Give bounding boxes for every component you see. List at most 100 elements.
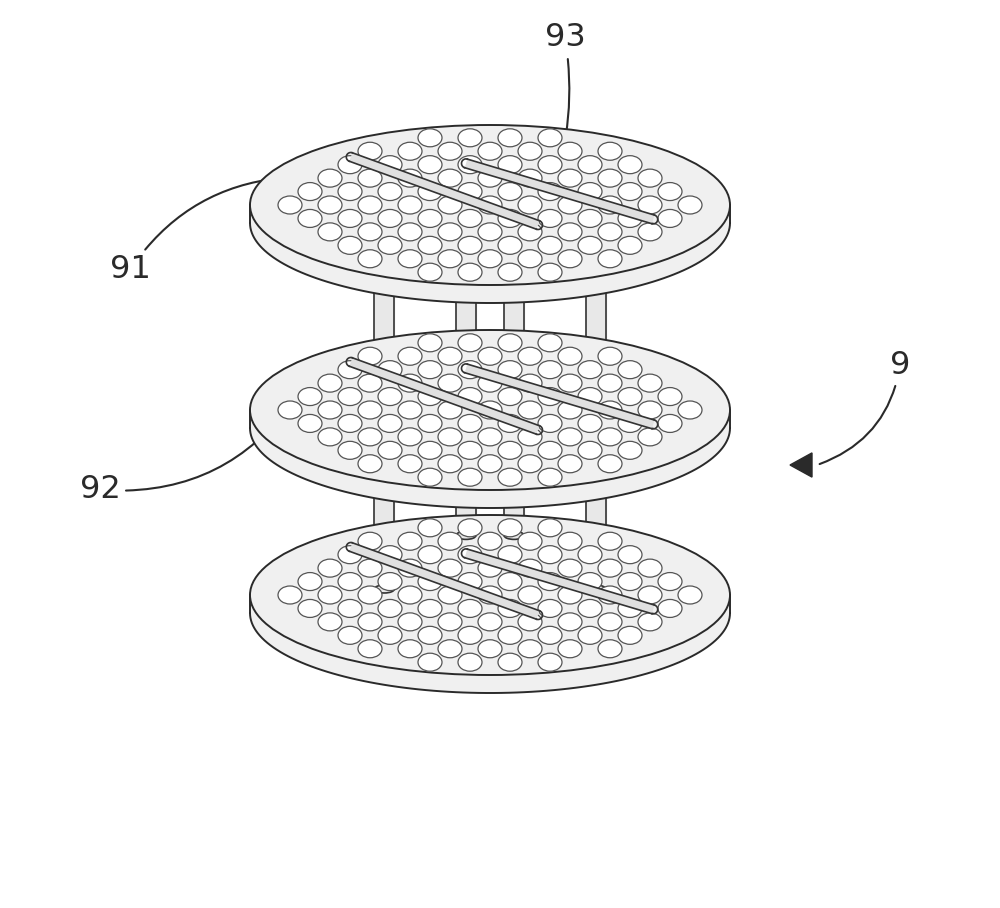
Ellipse shape xyxy=(638,374,662,392)
Polygon shape xyxy=(498,343,522,351)
Ellipse shape xyxy=(498,653,522,671)
Ellipse shape xyxy=(478,559,502,577)
Polygon shape xyxy=(478,464,502,473)
Polygon shape xyxy=(418,581,442,590)
Text: 93: 93 xyxy=(544,23,585,211)
Ellipse shape xyxy=(378,236,402,254)
Polygon shape xyxy=(578,423,602,432)
Ellipse shape xyxy=(358,428,382,446)
Polygon shape xyxy=(438,622,462,631)
Polygon shape xyxy=(338,397,362,406)
Ellipse shape xyxy=(498,334,522,351)
Polygon shape xyxy=(478,205,502,214)
Ellipse shape xyxy=(558,532,582,550)
Ellipse shape xyxy=(538,627,562,645)
Ellipse shape xyxy=(498,441,522,459)
Polygon shape xyxy=(598,437,622,446)
Ellipse shape xyxy=(458,414,482,432)
Polygon shape xyxy=(378,581,402,590)
Ellipse shape xyxy=(318,428,342,446)
Polygon shape xyxy=(465,159,654,223)
Polygon shape xyxy=(598,595,622,604)
Polygon shape xyxy=(498,555,522,564)
Ellipse shape xyxy=(456,346,476,354)
Polygon shape xyxy=(358,622,382,631)
Ellipse shape xyxy=(518,640,542,657)
Ellipse shape xyxy=(618,360,642,379)
Polygon shape xyxy=(558,152,582,160)
Ellipse shape xyxy=(358,169,382,187)
Polygon shape xyxy=(458,555,482,564)
Polygon shape xyxy=(349,543,540,619)
Polygon shape xyxy=(558,383,582,392)
Text: 91: 91 xyxy=(110,177,290,285)
Polygon shape xyxy=(558,595,582,604)
Polygon shape xyxy=(638,205,662,214)
Ellipse shape xyxy=(358,250,382,268)
Polygon shape xyxy=(298,397,322,406)
Ellipse shape xyxy=(586,585,606,593)
Ellipse shape xyxy=(618,627,642,645)
Polygon shape xyxy=(458,636,482,645)
Polygon shape xyxy=(598,622,622,631)
Ellipse shape xyxy=(518,143,542,160)
Ellipse shape xyxy=(318,586,342,604)
Ellipse shape xyxy=(378,155,402,173)
Polygon shape xyxy=(538,192,562,201)
Ellipse shape xyxy=(618,546,642,564)
Ellipse shape xyxy=(598,613,622,631)
Ellipse shape xyxy=(558,196,582,214)
Polygon shape xyxy=(578,219,602,227)
Ellipse shape xyxy=(478,250,502,268)
Ellipse shape xyxy=(538,263,562,281)
Polygon shape xyxy=(498,450,522,459)
Polygon shape xyxy=(358,232,382,241)
Polygon shape xyxy=(458,450,482,459)
Ellipse shape xyxy=(558,143,582,160)
Ellipse shape xyxy=(338,441,362,459)
Polygon shape xyxy=(398,410,422,419)
Polygon shape xyxy=(498,138,522,147)
Ellipse shape xyxy=(374,422,394,430)
Polygon shape xyxy=(438,437,462,446)
Ellipse shape xyxy=(518,532,542,550)
Polygon shape xyxy=(358,178,382,187)
Polygon shape xyxy=(318,595,342,604)
Polygon shape xyxy=(458,662,482,671)
Ellipse shape xyxy=(586,422,606,430)
Ellipse shape xyxy=(578,546,602,564)
Ellipse shape xyxy=(418,518,442,537)
Polygon shape xyxy=(378,164,402,173)
Ellipse shape xyxy=(338,155,362,173)
Ellipse shape xyxy=(498,129,522,147)
Polygon shape xyxy=(438,541,462,550)
Polygon shape xyxy=(478,595,502,604)
Polygon shape xyxy=(598,205,622,214)
Ellipse shape xyxy=(558,559,582,577)
Polygon shape xyxy=(278,410,302,419)
Ellipse shape xyxy=(318,222,342,241)
Ellipse shape xyxy=(478,347,502,365)
Polygon shape xyxy=(538,662,562,671)
Polygon shape xyxy=(338,370,362,379)
Polygon shape xyxy=(558,541,582,550)
Ellipse shape xyxy=(338,414,362,432)
Ellipse shape xyxy=(338,236,362,254)
Ellipse shape xyxy=(538,653,562,671)
Polygon shape xyxy=(658,608,682,617)
Ellipse shape xyxy=(538,129,562,147)
Ellipse shape xyxy=(418,360,442,379)
Ellipse shape xyxy=(298,573,322,590)
Polygon shape xyxy=(318,622,342,631)
Polygon shape xyxy=(558,205,582,214)
Ellipse shape xyxy=(298,183,322,201)
Ellipse shape xyxy=(504,163,524,172)
Polygon shape xyxy=(498,423,522,432)
Polygon shape xyxy=(338,192,362,201)
Polygon shape xyxy=(458,478,482,486)
Polygon shape xyxy=(498,192,522,201)
Ellipse shape xyxy=(558,347,582,365)
Ellipse shape xyxy=(438,586,462,604)
Polygon shape xyxy=(538,555,562,564)
Ellipse shape xyxy=(358,559,382,577)
